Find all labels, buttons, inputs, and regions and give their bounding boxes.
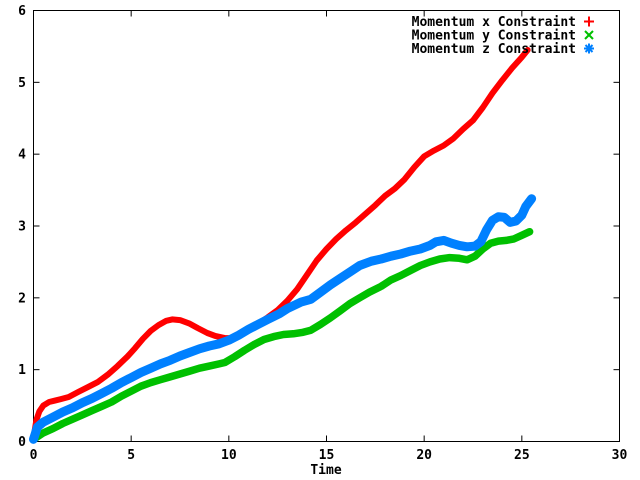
- x-tick-label: 25: [514, 448, 530, 463]
- legend-label-momentum-z: Momentum z Constraint: [412, 42, 576, 57]
- legend-row-momentum-y: Momentum y Constraint: [412, 29, 594, 44]
- legend-label-momentum-y: Momentum y Constraint: [412, 29, 576, 44]
- y-tick-label: 5: [18, 76, 26, 91]
- y-tick-label: 0: [18, 435, 26, 450]
- legend-row-momentum-z: Momentum z Constraint: [412, 42, 594, 57]
- x-tick-label: 20: [416, 448, 432, 463]
- y-tick-label: 3: [18, 220, 26, 235]
- x-tick-label: 15: [319, 448, 335, 463]
- plot-border: [33, 10, 620, 442]
- y-tick-label: 6: [18, 4, 26, 19]
- plot-border-rect: [33, 10, 620, 442]
- x-tick-label: 5: [127, 448, 135, 463]
- x-axis-title: Time: [310, 463, 341, 478]
- cross-marker-icon: [584, 30, 594, 40]
- y-tick-label: 4: [18, 148, 26, 163]
- x-tick-label: 10: [221, 448, 237, 463]
- y-tick-label: 2: [18, 291, 26, 306]
- x-tick-label: 30: [612, 448, 628, 463]
- legend-label-momentum-x: Momentum x Constraint: [412, 15, 576, 30]
- legend-row-momentum-x: Momentum x Constraint: [412, 15, 594, 30]
- plus-marker-icon: [584, 16, 594, 27]
- legend: Momentum x Constraint Momentum y Constra…: [412, 15, 594, 57]
- axis-tick-labels: 0 5 10 15 20 25 30 0 1 2 3 4 5 6: [18, 4, 627, 463]
- asterisk-marker-icon: [584, 43, 594, 54]
- series-line-momentum-y: [29, 227, 534, 444]
- data-curves: [29, 47, 537, 444]
- axis-ticks: [33, 10, 620, 442]
- y-tick-label: 1: [18, 363, 26, 378]
- series-line-momentum-z: [29, 194, 537, 444]
- x-tick-label: 0: [30, 448, 38, 463]
